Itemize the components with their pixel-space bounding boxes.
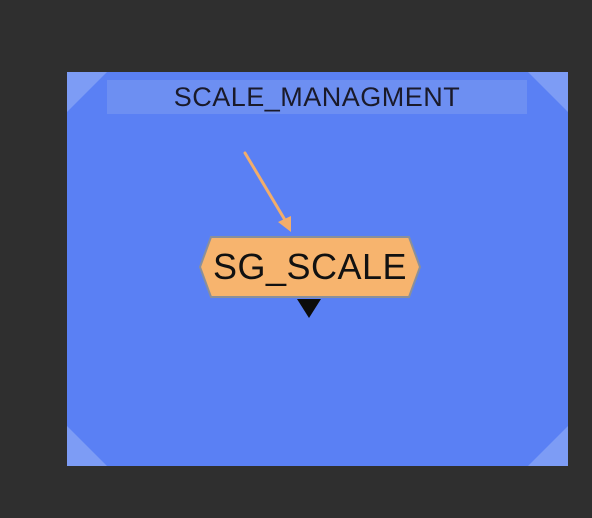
node-output-port[interactable] <box>297 299 321 318</box>
backdrop-title: SCALE_MANAGMENT <box>173 81 461 112</box>
backdrop-resize-corner-bottom-right[interactable] <box>528 426 568 466</box>
sg-scale-node[interactable]: SG_SCALE <box>199 236 421 298</box>
backdrop-resize-corner-top-right[interactable] <box>528 72 568 112</box>
backdrop-resize-corner-top-left[interactable] <box>67 72 107 112</box>
node-label: SG_SCALE <box>212 246 408 287</box>
backdrop-title-bar[interactable]: SCALE_MANAGMENT <box>107 80 527 114</box>
backdrop-resize-corner-bottom-left[interactable] <box>67 426 107 466</box>
node-shape <box>199 236 421 298</box>
backdrop-node-scale-managment[interactable]: SCALE_MANAGMENT <box>67 72 568 466</box>
